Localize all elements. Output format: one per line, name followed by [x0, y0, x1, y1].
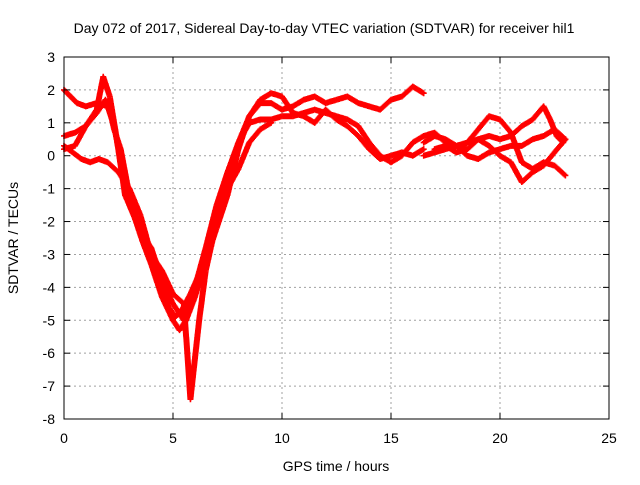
chart-title: Day 072 of 2017, Sidereal Day-to-day VTE… — [74, 20, 575, 36]
y-tick-label: -6 — [43, 345, 56, 361]
data-series-8 — [431, 136, 569, 186]
axis-layer: -8 -7 -6 -5 -4 -3 -2 -1 0 1 2 3 0 5 10 15 20 25 — [43, 49, 617, 446]
y-tick-label: 3 — [47, 49, 55, 65]
y-tick-label: -3 — [43, 246, 56, 262]
y-tick-label: -1 — [43, 181, 56, 197]
x-tick-label: 0 — [60, 430, 68, 446]
y-tick-label: -2 — [43, 214, 56, 230]
plot-frame — [63, 56, 610, 420]
y-tick-label: 1 — [47, 115, 55, 131]
data-series-markers — [61, 87, 426, 323]
x-tick-label: 20 — [492, 430, 508, 446]
y-tick-label: 0 — [47, 148, 55, 164]
y-axis-title: SDTVAR / TECUs — [5, 182, 21, 294]
x-tick-label: 25 — [601, 430, 617, 446]
data-series-markers — [62, 120, 273, 401]
x-tick-label: 5 — [169, 430, 177, 446]
data-series-markers — [422, 127, 568, 162]
data-series-6 — [420, 126, 569, 163]
y-tick-label: 2 — [47, 82, 55, 98]
data-layer — [61, 73, 569, 403]
x-tick-label: 15 — [383, 430, 399, 446]
data-series-markers — [433, 137, 568, 185]
y-tick-label: -7 — [43, 378, 56, 394]
x-tick-label: 10 — [274, 430, 290, 446]
x-axis-title: GPS time / hours — [283, 458, 390, 474]
y-tick-label: -5 — [43, 312, 56, 328]
y-tick-label: -8 — [43, 411, 56, 427]
y-tick-label: -4 — [43, 279, 56, 295]
data-series-4 — [61, 119, 275, 403]
